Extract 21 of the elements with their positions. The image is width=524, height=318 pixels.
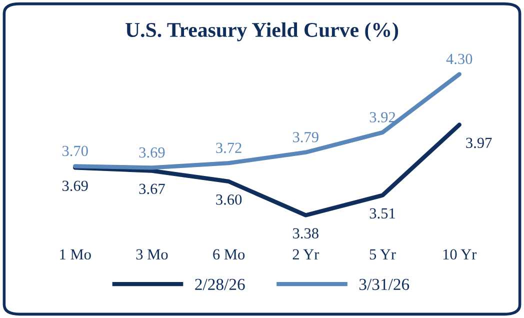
data-label: 3.51: [370, 208, 395, 219]
data-label: 3.67: [139, 184, 165, 194]
x-tick-label: 3 Mo: [136, 249, 168, 260]
data-label: 3.60: [216, 194, 242, 205]
data-label: 3.72: [216, 142, 242, 154]
data-label: 3.38: [293, 228, 318, 239]
data-label: 3.69: [139, 147, 165, 158]
chart-title: U.S. Treasury Yield Curve (%): [126, 22, 398, 42]
data-label: 3.69: [62, 180, 88, 192]
x-tick-label: 2 Yr: [292, 249, 320, 260]
data-label: 3.70: [62, 146, 88, 156]
data-label: 3.97: [466, 138, 492, 148]
data-label: 4.30: [446, 54, 472, 64]
legend-label: 2/28/26: [195, 278, 245, 290]
data-label: 3.92: [370, 112, 396, 122]
x-tick-label: 6 Mo: [213, 249, 245, 260]
x-tick-label: 5 Yr: [370, 249, 396, 260]
legend-label: 3/31/26: [359, 278, 410, 290]
data-label: 3.79: [293, 132, 318, 142]
x-tick-label: 1 Mo: [60, 249, 91, 260]
x-tick-label: 10 Yr: [443, 249, 477, 260]
